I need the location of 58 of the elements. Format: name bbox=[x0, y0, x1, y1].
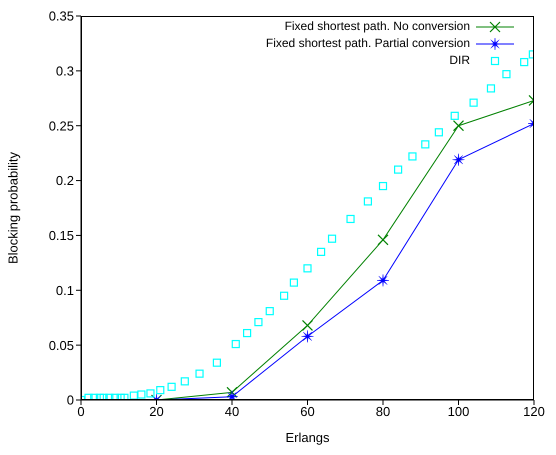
point bbox=[232, 340, 240, 348]
point bbox=[212, 358, 221, 367]
point bbox=[346, 214, 355, 224]
point bbox=[120, 394, 129, 400]
x-tick-label: 0 bbox=[77, 404, 85, 420]
point bbox=[180, 377, 189, 386]
point bbox=[378, 182, 388, 190]
point bbox=[195, 370, 204, 378]
y-axis-title: Blocking probability bbox=[6, 152, 21, 264]
point bbox=[376, 274, 390, 287]
point bbox=[452, 120, 464, 132]
point bbox=[146, 389, 155, 398]
point bbox=[364, 197, 372, 206]
point bbox=[470, 98, 478, 107]
point bbox=[243, 328, 252, 338]
legend-label: Fixed shortest path. Partial conversion bbox=[266, 35, 470, 52]
point bbox=[316, 248, 326, 256]
y-tick-label: 0.25 bbox=[48, 118, 74, 134]
x-tick-label: 20 bbox=[149, 404, 164, 420]
x-axis-title: Erlangs bbox=[285, 430, 330, 445]
point bbox=[156, 386, 164, 394]
y-tick-label: 0.3 bbox=[56, 63, 74, 78]
point bbox=[328, 234, 336, 243]
x-tick-label: 100 bbox=[448, 404, 470, 420]
y-tick-label: 0.35 bbox=[48, 8, 74, 24]
point bbox=[301, 330, 314, 343]
legend-label: Fixed shortest path. No conversion bbox=[284, 18, 470, 35]
point bbox=[486, 84, 496, 93]
point bbox=[377, 234, 389, 246]
point bbox=[434, 128, 443, 136]
point bbox=[226, 386, 238, 398]
legend-label: DIR bbox=[449, 52, 470, 69]
point bbox=[266, 307, 274, 316]
x-tick-label: 60 bbox=[300, 404, 315, 420]
point bbox=[290, 278, 298, 287]
point bbox=[394, 166, 402, 174]
y-tick-label: 0.1 bbox=[56, 282, 74, 298]
x-tick-label: 120 bbox=[523, 404, 545, 420]
y-tick-label: 0.2 bbox=[56, 173, 74, 188]
point bbox=[84, 394, 93, 400]
point bbox=[520, 58, 528, 66]
y-tick-label: 0 bbox=[66, 392, 74, 408]
y-tick-label: 0.15 bbox=[48, 228, 74, 244]
point bbox=[303, 264, 312, 272]
point bbox=[302, 320, 314, 331]
point bbox=[137, 390, 146, 399]
x-tick-label: 80 bbox=[376, 404, 390, 420]
point bbox=[452, 154, 465, 166]
point bbox=[408, 152, 417, 161]
point bbox=[280, 292, 288, 300]
point bbox=[502, 70, 511, 78]
point bbox=[421, 140, 430, 148]
x-tick-label: 40 bbox=[224, 404, 240, 420]
point bbox=[110, 394, 120, 400]
y-tick-label: 0.05 bbox=[48, 338, 74, 353]
point bbox=[254, 318, 263, 326]
point bbox=[450, 112, 459, 120]
point bbox=[168, 382, 176, 391]
